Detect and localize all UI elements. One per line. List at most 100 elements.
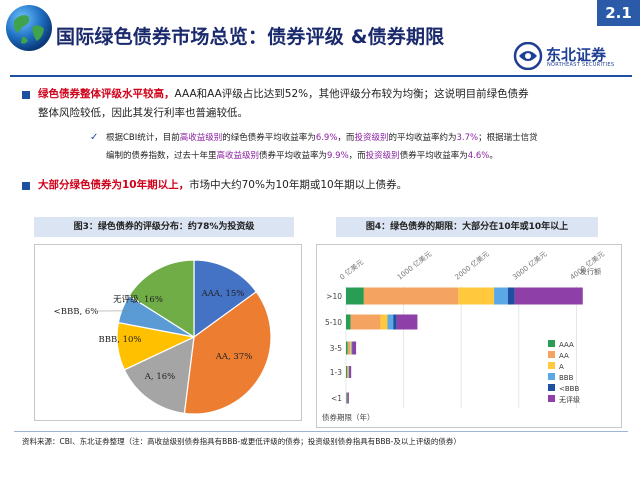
bar-segment-AA (347, 341, 351, 355)
bar-segment-AA (363, 287, 459, 305)
bar-segment-BBB (351, 341, 353, 355)
x-tick-label: 3000 亿美元 (511, 249, 549, 281)
legend-swatch (548, 340, 555, 347)
text-seg: ，而 (348, 151, 366, 161)
sub-bullet-line1: 根据CBI统计，目前高收益级别的绿色债券平均收益率为6.9%，而投资级别的平均收… (106, 130, 538, 146)
bullet-2-highlight: 大部分绿色债券为10年期以上， (38, 179, 190, 191)
text-seg: 编制的债券指数，过去十年里 (106, 151, 217, 161)
bar-segment-<BBB (393, 314, 397, 330)
bar-segment-AA (346, 392, 348, 404)
pie-slice-AA (183, 290, 272, 415)
y-tick-label: 5-10 (325, 318, 342, 327)
pie-slice-无评级 (128, 259, 195, 339)
text-seg: 债券平均收益率为 (399, 151, 468, 161)
sub-bullet-line2: 编制的债券指数，过去十年里高收益级别债券平均收益率为9.9%，而投资级别债券平均… (106, 148, 498, 164)
pie-label: AA, 37% (215, 352, 253, 362)
legend-label: 无评级 (559, 395, 580, 404)
text-seg: 高收益级别 (216, 151, 260, 161)
text-seg: 4.6% (467, 151, 490, 161)
bar-segment-AA (347, 366, 349, 378)
bar-segment-BBB (387, 314, 394, 330)
footer-divider (14, 431, 628, 432)
bar-segment-A (346, 392, 348, 404)
bar-segment-<BBB (349, 366, 350, 378)
x-unit-label: 发行额 (580, 267, 601, 276)
y-tick-label: 1-3 (330, 368, 342, 377)
y-tick-label: >10 (326, 292, 342, 301)
text-seg: 高收益级别 (179, 133, 223, 143)
y-tick-label: <1 (331, 394, 342, 403)
x-tick-label: 4000 亿美元 (568, 249, 606, 281)
bar-segment-A (350, 341, 352, 355)
bar-segment-AAA (346, 287, 364, 305)
legend-swatch (548, 373, 555, 380)
text-seg: 投资级别 (365, 151, 400, 161)
bar-segment-AA (350, 314, 381, 330)
text-seg: 。 (489, 151, 498, 161)
bar-segment-<BBB (507, 287, 515, 305)
legend-swatch (548, 362, 555, 369)
legend-label: A (559, 363, 564, 371)
bar-segment-<BBB (352, 341, 353, 355)
legend-label: BBB (559, 374, 574, 382)
text-seg: ，而 (337, 133, 355, 143)
source-note: 资料来源：CBI、东北证券整理（注：高收益级别债券指具有BBB-或更低评级的债券… (22, 437, 461, 446)
bullet-1: 绿色债券整体评级水平较高，AAA和AA评级占比达到52%，其他评级分布较为均衡；… (38, 85, 529, 103)
text-seg: 债券平均收益率为 (259, 151, 328, 161)
bar-segment-BBB (494, 287, 508, 305)
bar-segment-AAA (346, 314, 351, 330)
bar-segment-<BBB (347, 392, 348, 404)
bullet-1-text: AAA和AA评级占比达到52%，其他评级分布较为均衡；这说明目前绿色债券 (174, 88, 529, 100)
header-divider (10, 75, 632, 77)
bar-segment-BBB (348, 366, 350, 378)
legend-swatch (548, 351, 555, 358)
text-seg: 的平均收益率约为 (388, 133, 457, 143)
bar-segment-AAA (346, 366, 348, 378)
bar-segment-A (458, 287, 495, 305)
text-seg: 投资级别 (354, 133, 389, 143)
y-tick-label: 3-5 (330, 344, 342, 353)
x-tick-label: 1000 亿美元 (395, 249, 433, 281)
bar-segment-A (348, 366, 349, 378)
legend-label: <BBB (559, 385, 579, 393)
figure-4-caption: 图4：绿色债券的期限：大部分在10年或10年以上 (336, 217, 598, 237)
bullet-2-text: 市场中大约70%为10年期或10年期以上债券。 (189, 179, 408, 191)
bullet-square-icon (22, 91, 30, 99)
text-seg: 根据CBI统计，目前 (106, 133, 180, 143)
figure-4-frame (316, 244, 622, 428)
company-logo-icon (513, 42, 543, 70)
figure-3-caption: 图3：绿色债券的评级分布：约78%为投资级 (34, 217, 294, 237)
y-axis-label: 债券期限（年） (322, 412, 375, 422)
pie-label: BBB, 10% (98, 335, 141, 345)
bar-segment-无评级 (349, 366, 352, 378)
pie-label: AAA, 15% (201, 289, 245, 299)
x-tick-label: 0 亿美元 (338, 257, 365, 281)
bar-segment-无评级 (514, 287, 583, 305)
maturity-bar-chart: 0 亿美元 1000 亿美元 2000 亿美元 3000 亿美元 4000 亿美元发行额… (322, 249, 606, 422)
globe-icon (6, 5, 52, 51)
logo-text: 东北证券 (546, 46, 607, 64)
bar-segment-无评级 (396, 314, 418, 330)
legend-label: AA (559, 352, 569, 360)
pie-label: A, 16% (144, 372, 175, 382)
bullet-1-line2: 整体风险较低，因此其发行利率也普遍较低。 (38, 107, 248, 119)
page-title: 国际绿色债券市场总览：债券评级 &债券期限 (56, 26, 445, 48)
text-seg: ；根据瑞士信贷 (478, 133, 538, 143)
pie-slice-A (123, 335, 195, 415)
page-number-badge: 2.1 (597, 0, 640, 26)
pie-label: 无评级, 16% (113, 294, 163, 305)
bar-segment-A (380, 314, 388, 330)
bullet-1-highlight: 绿色债券整体评级水平较高， (38, 88, 175, 100)
legend-swatch (548, 395, 555, 402)
text-seg: 6.9% (315, 133, 338, 143)
x-tick-label: 2000 亿美元 (453, 249, 491, 281)
bullet-2: 大部分绿色债券为10年期以上，市场中大约70%为10年期或10年期以上债券。 (38, 176, 407, 194)
pie-label: <BBB, 6% (54, 307, 99, 317)
bar-segment-无评级 (347, 392, 349, 404)
bar-segment-AAA (346, 392, 347, 404)
bar-segment-无评级 (352, 341, 357, 355)
logo-subtext: NORTHEAST SECURITIES (547, 62, 615, 68)
legend-swatch (548, 384, 555, 391)
bar-segment-BBB (347, 392, 348, 404)
bullet-square-icon (22, 182, 30, 190)
